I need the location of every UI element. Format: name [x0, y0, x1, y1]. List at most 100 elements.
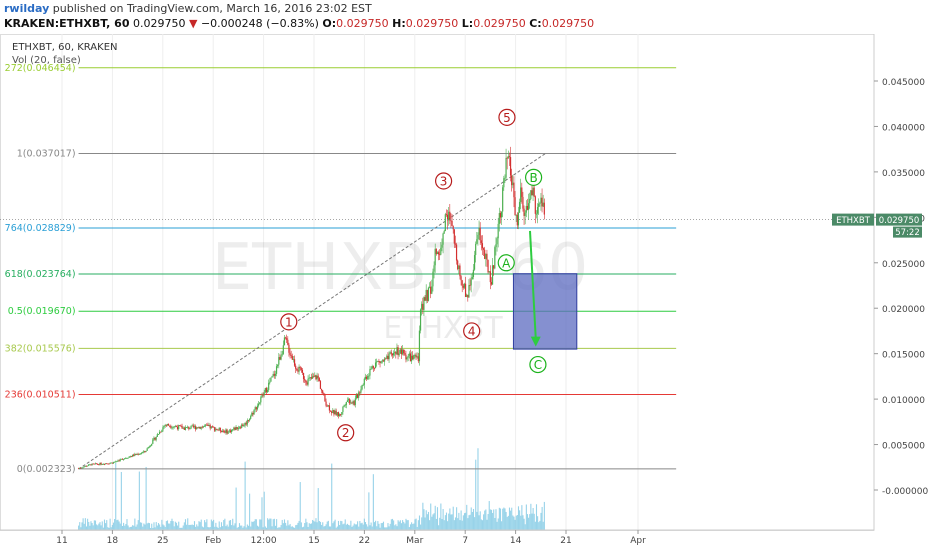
volume-bar [460, 510, 462, 530]
price-tick-label: 0.025000 [882, 260, 925, 270]
candle-body [450, 220, 452, 222]
candle-body [432, 271, 434, 287]
candle-body [202, 426, 205, 428]
author-link[interactable]: rwilday [4, 2, 50, 15]
volume-bar [169, 523, 171, 530]
candle-body [338, 414, 341, 417]
candle-body [118, 460, 120, 462]
candle-body [475, 243, 477, 256]
candle-body [311, 376, 314, 379]
wave-label-circle[interactable] [435, 172, 453, 190]
volume-bar [213, 519, 215, 530]
volume-bar [477, 448, 479, 530]
candle-body [220, 431, 223, 433]
candle-body [532, 187, 534, 196]
volume-bar [205, 522, 207, 530]
last-price: 0.029750 [133, 17, 186, 30]
ohlc-line: KRAKEN:ETHXBT, 60 0.029750 ▼ −0.000248 (… [4, 17, 594, 30]
volume-bar [160, 526, 162, 530]
candle-body [409, 353, 412, 362]
candle-body [126, 457, 128, 459]
candle-body [320, 388, 323, 391]
volume-bar [83, 523, 85, 530]
candle-body [414, 354, 416, 356]
price-tick-label: 0.040000 [882, 123, 925, 133]
volume-bar [272, 519, 274, 530]
projection-overlay[interactable] [512, 230, 578, 350]
corrective-label-circle[interactable] [497, 254, 515, 272]
volume-bar [123, 522, 125, 530]
volume-bar [173, 526, 175, 530]
volume-bar [241, 525, 243, 530]
volume-bar [179, 527, 181, 530]
wave-labels[interactable]: 1 2 3 4 5 A B C [280, 108, 547, 442]
candle-body [243, 425, 245, 427]
volume-bar [463, 513, 466, 530]
volume-bar [501, 521, 503, 530]
candle-body [263, 392, 265, 396]
volume-bar [330, 526, 332, 530]
projection-box[interactable] [512, 273, 578, 350]
trendline[interactable] [78, 153, 546, 470]
volume-bar [309, 523, 311, 530]
volume-bar [270, 518, 272, 530]
volume-bar [496, 521, 498, 530]
candle-body [139, 453, 142, 455]
wave-label-circle[interactable] [337, 424, 355, 442]
candle-body [164, 424, 166, 426]
candle-body [238, 427, 241, 429]
candle-body [190, 425, 192, 429]
open-value: 0.029750 [336, 17, 389, 30]
corrective-label-circle[interactable] [529, 355, 547, 374]
volume-bar [380, 523, 382, 530]
volume-bar [382, 521, 385, 530]
candle-body [138, 454, 140, 455]
candle-body [102, 463, 104, 465]
volume-bar [466, 504, 468, 530]
volume-bar [269, 518, 271, 530]
candle-body [262, 395, 264, 397]
volume-bar [188, 525, 190, 530]
wave-label-circle[interactable] [280, 313, 298, 331]
volume-bar [485, 509, 487, 530]
candle-body [187, 426, 189, 428]
price-chart[interactable]: ETHXBT, 60 ETHXBT 272(0.046454)1(0.03701… [0, 34, 932, 550]
volume-bar [165, 521, 167, 530]
fib-level-label: 0(0.002323) [17, 464, 76, 475]
candlesticks [77, 146, 545, 469]
candle-body [165, 424, 167, 426]
volume-bar [307, 526, 309, 530]
volume-bar [528, 517, 530, 530]
candle-body [521, 187, 523, 197]
volume-bar [214, 526, 216, 530]
candle-body [310, 377, 313, 379]
candle-body [151, 443, 153, 446]
candle-body [86, 465, 89, 467]
candle-body [214, 427, 216, 431]
volume-bar [406, 520, 408, 530]
volume-bar [116, 520, 118, 530]
projection-arrow[interactable] [529, 230, 537, 339]
candle-body [512, 182, 514, 186]
wave-label-circle[interactable] [498, 108, 516, 126]
candle-body [313, 376, 315, 378]
volume-bar [253, 521, 255, 530]
dashed-trendline[interactable] [78, 153, 546, 470]
price-tick-label: 0.035000 [882, 169, 925, 179]
wave-label-circle[interactable] [463, 322, 481, 340]
volume-bars [78, 448, 545, 530]
volume-bar [251, 521, 253, 530]
candle-body [326, 405, 328, 407]
candle-body [163, 425, 165, 428]
candle-body [142, 452, 144, 454]
volume-bar [429, 520, 431, 530]
fib-level-label: 1(0.037017) [17, 149, 76, 160]
volume-bar [424, 517, 426, 530]
volume-bar [494, 517, 496, 530]
close-value: 0.029750 [541, 17, 595, 30]
candle-body [500, 211, 503, 218]
candle-body [170, 426, 172, 428]
corrective-label-circle[interactable] [524, 168, 543, 186]
volume-bar [368, 492, 370, 530]
volume-bar [443, 520, 445, 530]
